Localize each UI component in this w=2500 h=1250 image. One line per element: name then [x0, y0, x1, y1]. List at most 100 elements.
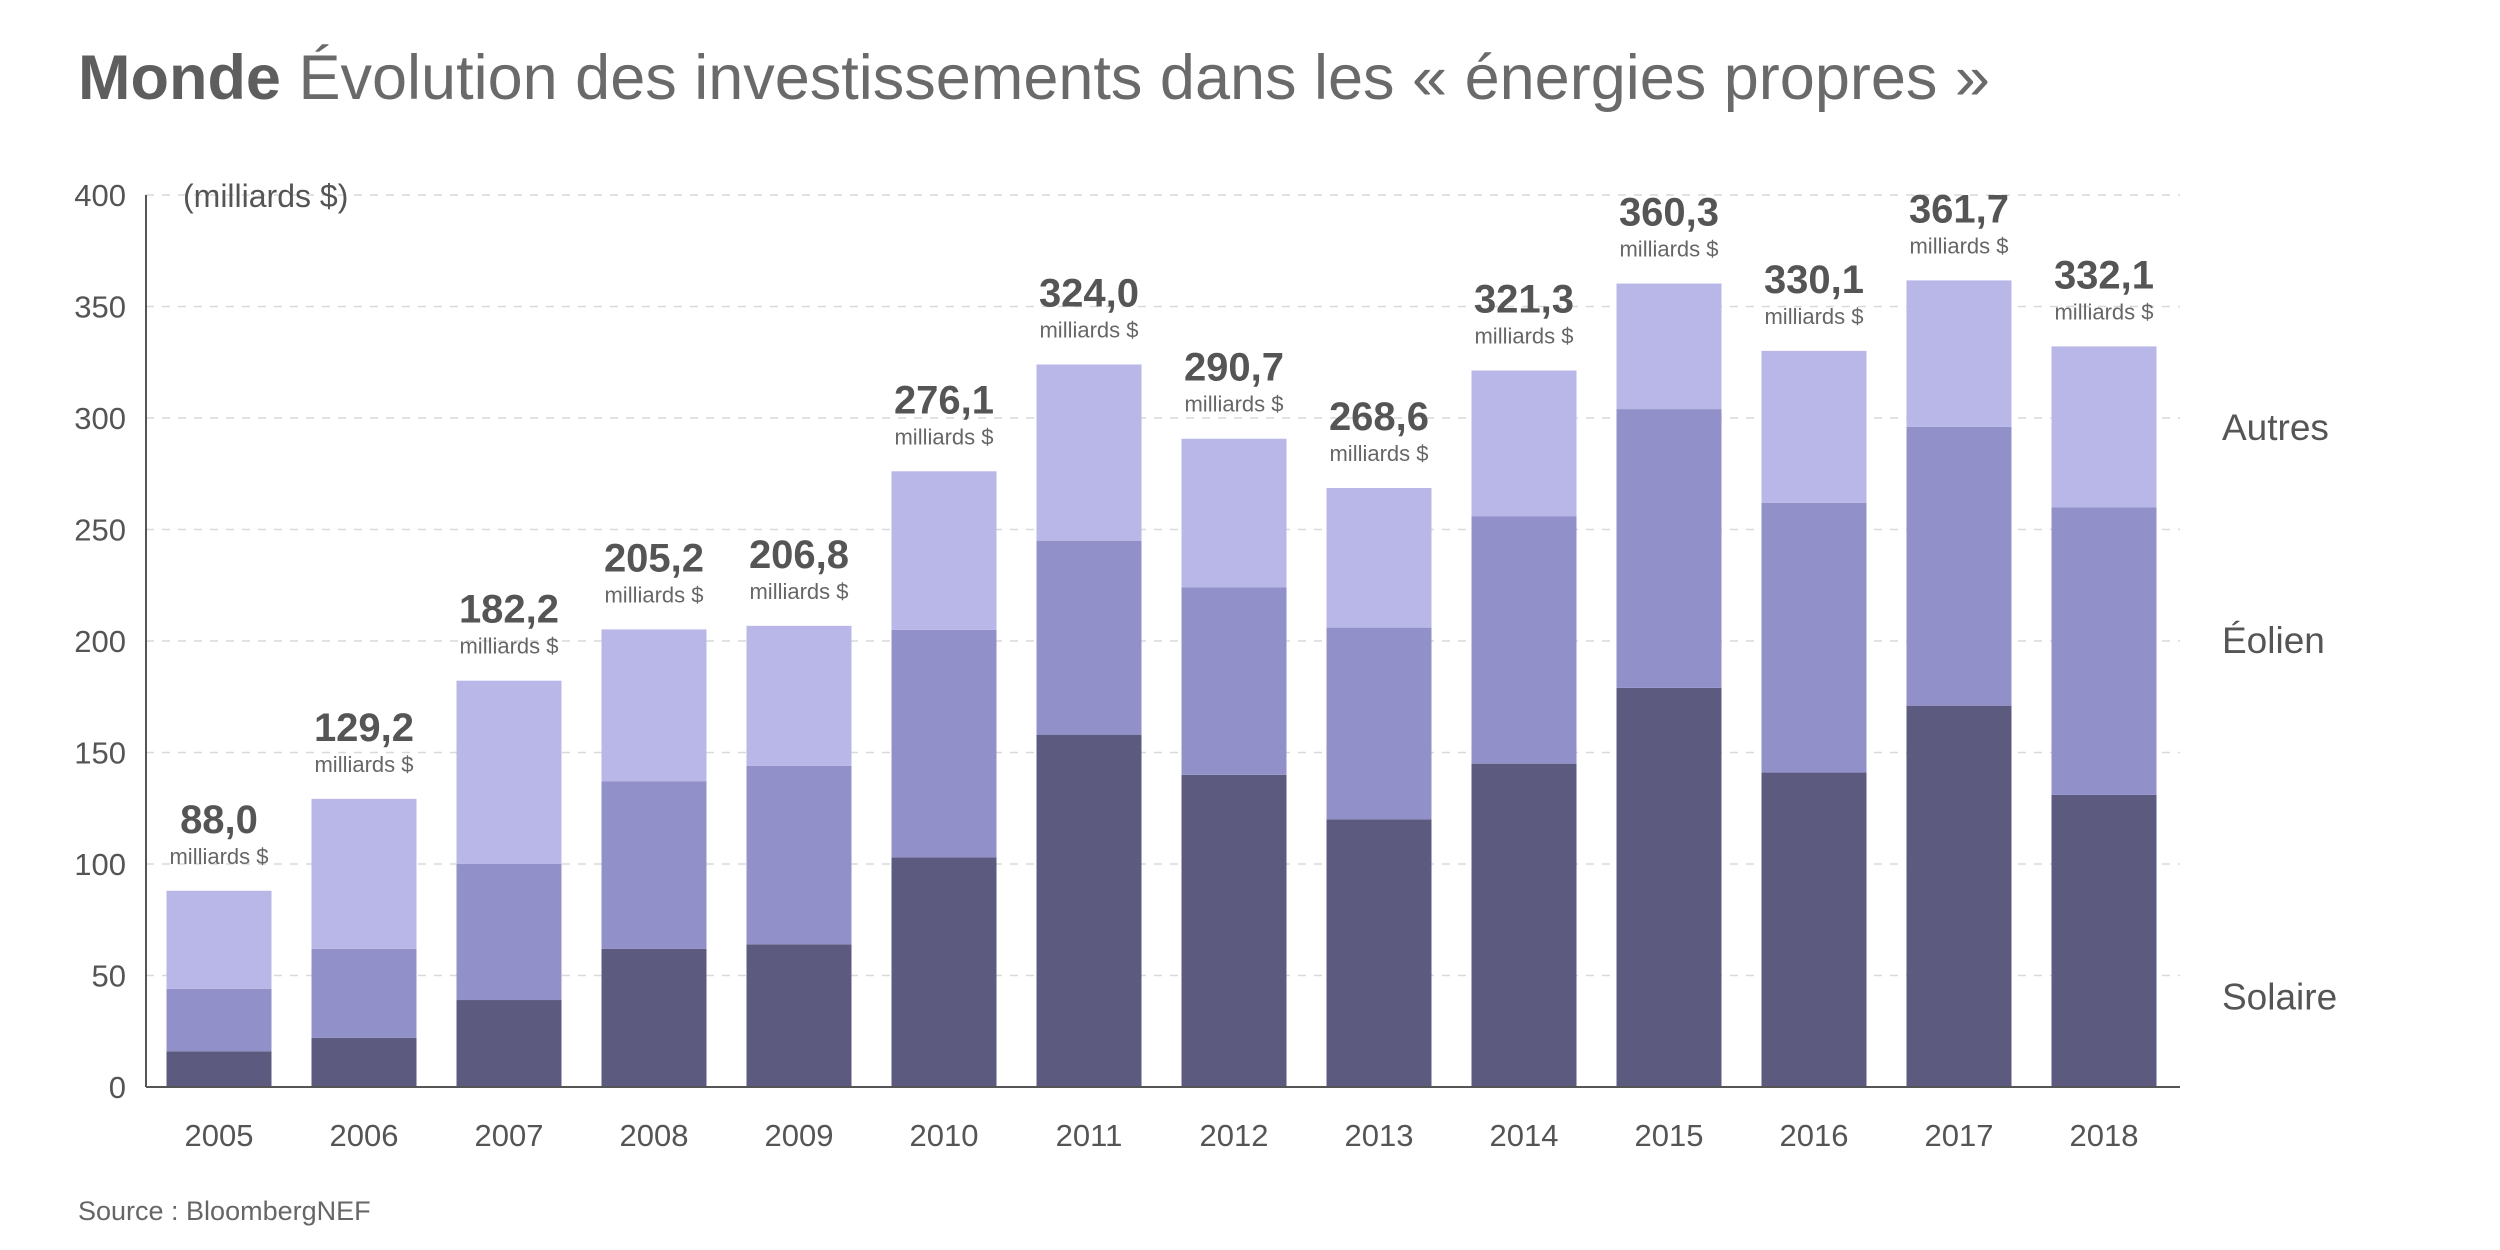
bar-eolien-2012: [1181, 587, 1287, 775]
bars-group: [166, 280, 2157, 1087]
grid-lines: [146, 194, 2180, 977]
legend-autres: Autres: [2222, 407, 2329, 448]
bar-autres-2008: [601, 629, 707, 782]
bar-solaire-2008: [601, 948, 707, 1087]
bar-eolien-2011: [1036, 540, 1142, 735]
bar-eolien-2015: [1616, 409, 1722, 688]
bar-solaire-2009: [746, 944, 852, 1087]
bar-eolien-2013: [1326, 627, 1432, 820]
bar-autres-2018: [2051, 346, 2157, 508]
bar-eolien-2010: [891, 629, 997, 858]
total-label-2012: 290,7: [1184, 346, 1284, 390]
total-unit-2010: milliards $: [894, 424, 993, 449]
total-unit-2013: milliards $: [1329, 441, 1428, 466]
total-label-2009: 206,8: [749, 533, 849, 577]
bar-autres-2015: [1616, 283, 1722, 410]
x-tick-2017: 2017: [1925, 1118, 1994, 1153]
x-tick-2015: 2015: [1635, 1118, 1704, 1153]
x-tick-2013: 2013: [1345, 1118, 1414, 1153]
bar-solaire-2007: [456, 1000, 562, 1087]
total-unit-2011: milliards $: [1039, 317, 1138, 342]
bar-eolien-2009: [746, 765, 852, 945]
x-tick-2016: 2016: [1780, 1118, 1849, 1153]
total-label-2013: 268,6: [1329, 395, 1429, 439]
total-label-2007: 182,2: [459, 588, 559, 632]
x-tick-2014: 2014: [1490, 1118, 1559, 1153]
bar-solaire-2015: [1616, 687, 1722, 1087]
total-unit-2012: milliards $: [1184, 392, 1283, 417]
bar-eolien-2008: [601, 781, 707, 949]
bar-eolien-2005: [166, 988, 272, 1052]
total-label-2006: 129,2: [314, 706, 414, 750]
total-label-2017: 361,7: [1909, 187, 2009, 231]
total-unit-2014: milliards $: [1474, 324, 1573, 349]
bar-solaire-2013: [1326, 819, 1432, 1087]
unit-label: (milliards $): [183, 178, 348, 214]
y-tick-250: 250: [74, 513, 126, 548]
total-label-2018: 332,1: [2054, 253, 2154, 297]
y-tick-350: 350: [74, 290, 126, 325]
bar-eolien-2006: [311, 948, 417, 1038]
y-tick-50: 50: [92, 959, 126, 994]
bar-solaire-2017: [1906, 705, 2012, 1087]
x-tick-2012: 2012: [1200, 1118, 1269, 1153]
x-tick-2005: 2005: [185, 1118, 254, 1153]
bar-autres-2010: [891, 471, 997, 630]
chart-title: Monde Évolution des investissements dans…: [78, 38, 1990, 118]
total-unit-2018: milliards $: [2054, 299, 2153, 324]
y-tick-100: 100: [74, 847, 126, 882]
total-unit-2007: milliards $: [459, 634, 558, 659]
bar-solaire-2016: [1761, 772, 1867, 1087]
total-unit-2008: milliards $: [604, 582, 703, 607]
y-tick-300: 300: [74, 401, 126, 436]
x-tick-2006: 2006: [330, 1118, 399, 1153]
legend: Autres Éolien Solaire: [2222, 407, 2337, 1018]
bar-autres-2013: [1326, 488, 1432, 628]
bar-solaire-2010: [891, 857, 997, 1087]
bar-autres-2009: [746, 625, 852, 766]
y-tick-400: 400: [74, 178, 126, 213]
total-label-2010: 276,1: [894, 378, 994, 422]
bar-autres-2012: [1181, 438, 1287, 588]
bar-eolien-2014: [1471, 516, 1577, 764]
total-unit-2006: milliards $: [314, 752, 413, 777]
total-unit-2015: milliards $: [1619, 237, 1718, 262]
total-unit-2009: milliards $: [749, 579, 848, 604]
bar-solaire-2014: [1471, 763, 1577, 1087]
total-label-2008: 205,2: [604, 536, 704, 580]
x-tick-2010: 2010: [910, 1118, 979, 1153]
bar-autres-2016: [1761, 350, 1867, 503]
bar-eolien-2017: [1906, 426, 2012, 706]
total-unit-2017: milliards $: [1909, 233, 2008, 258]
x-tick-2009: 2009: [765, 1118, 834, 1153]
x-tick-2011: 2011: [1056, 1118, 1123, 1153]
legend-solaire: Solaire: [2222, 977, 2337, 1018]
total-label-2011: 324,0: [1039, 271, 1139, 315]
bar-solaire-2018: [2051, 794, 2157, 1087]
bar-eolien-2016: [1761, 502, 1867, 773]
axes: 0 50 100 150 200 250 300 350 400 (milliards $) 200…: [74, 178, 2180, 1153]
bar-autres-2017: [1906, 280, 2012, 427]
bar-solaire-2006: [311, 1037, 417, 1087]
x-tick-2008: 2008: [620, 1118, 689, 1153]
bar-eolien-2018: [2051, 507, 2157, 795]
bar-autres-2014: [1471, 370, 1577, 517]
total-unit-2005: milliards $: [169, 844, 268, 869]
source-note: Source : BloombergNEF: [78, 1196, 371, 1226]
legend-eolien: Éolien: [2222, 620, 2325, 661]
total-label-2015: 360,3: [1619, 191, 1719, 235]
x-tick-2007: 2007: [475, 1118, 544, 1153]
total-unit-2016: milliards $: [1764, 304, 1863, 329]
title-rest: Évolution des investissements dans les «…: [298, 43, 1990, 113]
bar-autres-2005: [166, 890, 272, 989]
bar-autres-2011: [1036, 364, 1142, 541]
bar-autres-2007: [456, 680, 562, 864]
total-label-2016: 330,1: [1764, 258, 1864, 302]
title-bold: Monde: [78, 43, 281, 113]
bar-eolien-2007: [456, 864, 562, 1001]
bar-autres-2006: [311, 798, 417, 949]
x-tick-2018: 2018: [2070, 1118, 2139, 1153]
bar-solaire-2012: [1181, 774, 1287, 1087]
